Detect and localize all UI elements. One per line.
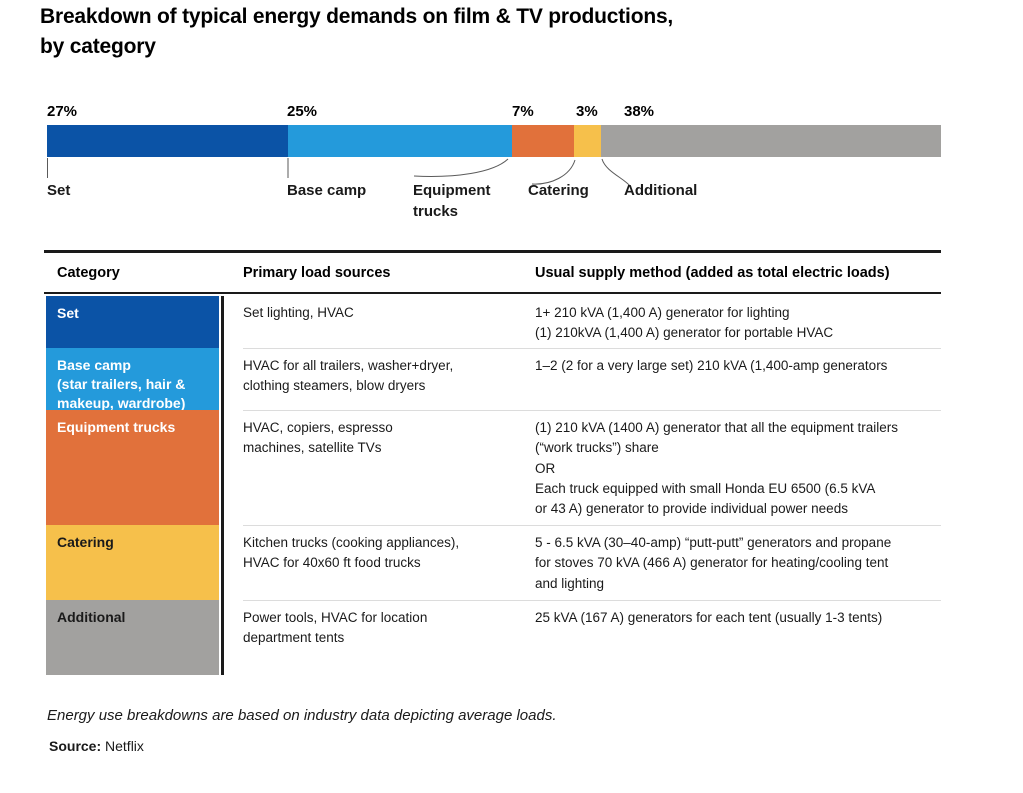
category-cell: Additional: [46, 600, 219, 675]
stacked-bar: [47, 125, 941, 157]
bar-segment-equipment-trucks: [511, 125, 575, 157]
sources-cell: Kitchen trucks (cooking appliances), HVA…: [243, 525, 535, 600]
sources-cell: HVAC, copiers, espresso machines, satell…: [243, 410, 535, 525]
bar-label-catering: Catering: [528, 182, 589, 199]
title-line-1: Breakdown of typical energy demands on f…: [40, 5, 674, 28]
pct-label-set: 27%: [47, 103, 78, 120]
bar-segment-additional: [601, 125, 941, 157]
supply-cell: 1+ 210 kVA (1,400 A) generator for light…: [535, 305, 834, 341]
table-body: Set Set lighting, HVAC 1+ 210 kVA (1,400…: [44, 296, 941, 675]
supply-cell: (1) 210 kVA (1400 A) generator that all …: [535, 410, 941, 525]
pct-label-equipment-trucks: 7%: [512, 103, 534, 120]
page-title: Breakdown of typical energy demands on f…: [40, 2, 940, 63]
source-value: Netflix: [105, 738, 144, 754]
pct-label-base-camp: 25%: [287, 103, 318, 120]
pct-label-additional: 38%: [624, 103, 655, 120]
table-header-rule: [44, 292, 941, 294]
bar-segment-catering: [574, 125, 602, 157]
header-usual-supply-method: Usual supply method (added as total elec…: [535, 264, 890, 281]
bar-segment-set: [47, 125, 289, 157]
bar-segment-base-camp: [288, 125, 512, 157]
sources-cell: HVAC for all trailers, washer+dryer, clo…: [243, 348, 535, 413]
supply-cell: 25 kVA (167 A) generators for each tent …: [535, 600, 941, 675]
bar-label-additional: Additional: [624, 182, 698, 199]
pct-label-catering: 3%: [576, 103, 598, 120]
table-header-row: Category Primary load sources Usual supp…: [44, 253, 941, 292]
table-row-base-camp: Base camp (star trailers, hair & makeup,…: [44, 348, 941, 413]
bar-label-base-camp: Base camp: [287, 182, 367, 199]
header-primary-load-sources: Primary load sources: [243, 264, 391, 281]
table-row-catering: Catering Kitchen trucks (cooking applian…: [44, 525, 941, 600]
supply-cell: 5 - 6.5 kVA (30–40-amp) “putt-putt” gene…: [535, 525, 941, 600]
title-line-2: by category: [40, 35, 156, 59]
header-category: Category: [57, 264, 120, 281]
source-label: Source:: [49, 738, 102, 754]
category-cell: Catering: [46, 525, 219, 600]
supply-cell: 1–2 (2 for a very large set) 210 kVA (1,…: [535, 348, 941, 413]
table-row-equipment-trucks: Equipment trucks HVAC, copiers, espresso…: [44, 410, 941, 525]
footnote: Energy use breakdowns are based on indus…: [47, 707, 557, 724]
category-cell: Base camp (star trailers, hair & makeup,…: [46, 348, 219, 413]
table-top-rule: [44, 250, 941, 253]
sources-cell: Set lighting, HVAC: [243, 305, 354, 320]
category-cell: Equipment trucks: [46, 410, 219, 525]
table-row-set: Set Set lighting, HVAC 1+ 210 kVA (1,400…: [44, 296, 941, 348]
sources-cell: Power tools, HVAC for location departmen…: [243, 600, 535, 675]
bar-label-set: Set: [47, 182, 71, 199]
source-line: Source: Netflix: [49, 738, 144, 754]
bar-label-equipment-trucks: Equipment trucks: [413, 182, 491, 220]
energy-table: Category Primary load sources Usual supp…: [44, 250, 941, 675]
category-cell: Set: [46, 296, 219, 348]
table-row-additional: Additional Power tools, HVAC for locatio…: [44, 600, 941, 675]
